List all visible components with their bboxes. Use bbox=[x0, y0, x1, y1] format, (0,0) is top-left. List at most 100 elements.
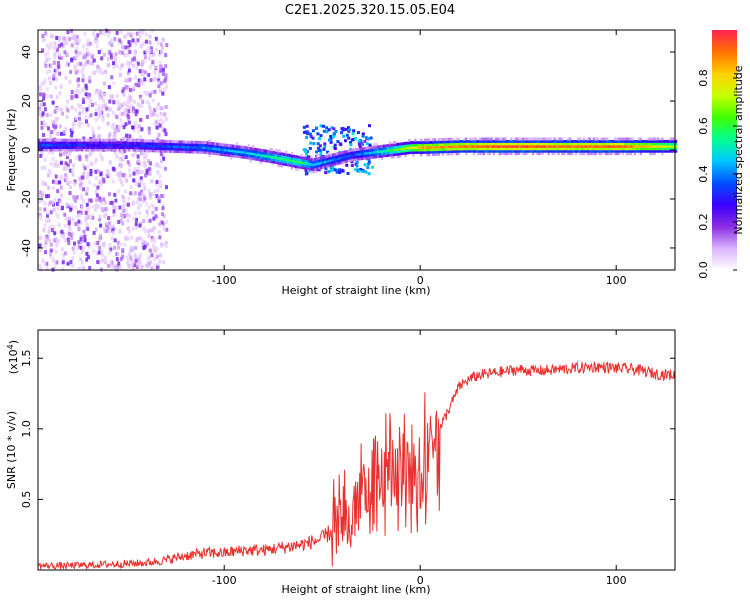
spectrogram-track-cell bbox=[292, 159, 295, 163]
spectrogram-track-cell bbox=[614, 137, 617, 141]
spectrogram-noise-cell bbox=[104, 69, 108, 74]
spectrogram-track-cell bbox=[230, 146, 233, 150]
spectrogram-track-cell bbox=[49, 141, 52, 145]
spectrogram-noise-cell bbox=[127, 202, 131, 207]
spectrogram-track-cell bbox=[461, 144, 464, 148]
spectrogram-noise-cell bbox=[151, 28, 155, 33]
spectrogram-track-cell bbox=[94, 141, 98, 145]
spectrogram-track-cell bbox=[379, 154, 382, 158]
spectrogram-track-cell bbox=[230, 154, 233, 158]
spectrogram-track-cell bbox=[186, 143, 190, 147]
spectrogram-noise-cell bbox=[116, 263, 120, 268]
spectrogram-track-cell bbox=[553, 152, 556, 156]
spectrogram-noise-cell bbox=[158, 52, 162, 57]
spectrogram-track-cell bbox=[494, 147, 497, 151]
spectrogram-track-cell bbox=[422, 148, 425, 152]
spectrogram-noise-cell bbox=[101, 252, 105, 257]
spectrogram-track-cell bbox=[88, 148, 92, 152]
spectrogram-track-cell bbox=[412, 153, 415, 157]
spectrogram-track-cell bbox=[430, 145, 433, 149]
spectrogram-track-cell bbox=[551, 152, 554, 156]
spectrogram-track-cell bbox=[294, 164, 297, 168]
spectrogram-track-cell bbox=[422, 150, 425, 154]
spectrogram-track-cell bbox=[443, 150, 446, 154]
spectrogram-track-cell bbox=[316, 159, 319, 163]
spectrogram-track-cell bbox=[435, 143, 439, 147]
spectrogram-noise-cell bbox=[134, 121, 138, 126]
spectrogram-track-cell bbox=[431, 143, 435, 147]
spectrogram-track-cell bbox=[433, 150, 437, 154]
spectrogram-noise-cell bbox=[41, 258, 45, 263]
spectrogram-noise-cell bbox=[164, 166, 168, 171]
spectrogram-noise-cell bbox=[150, 228, 154, 233]
spectrogram-noise-cell bbox=[49, 161, 53, 166]
spectrogram-track-cell bbox=[208, 153, 211, 157]
spectrogram-track-cell bbox=[308, 160, 311, 164]
spectrogram-track-cell bbox=[486, 144, 490, 148]
spectrogram-noise-cell bbox=[85, 191, 89, 196]
spectrogram-track-cell bbox=[183, 147, 186, 151]
spectrogram-noise-cell bbox=[76, 223, 80, 228]
spectrogram-track-cell bbox=[271, 160, 274, 164]
spectrogram-track-cell bbox=[480, 152, 484, 156]
spectrogram-track-cell bbox=[602, 142, 605, 146]
spectrogram-track-cell bbox=[347, 154, 350, 158]
spectrogram-noise-cell bbox=[148, 49, 152, 54]
spectrogram-noise-cell bbox=[50, 130, 54, 135]
spectrogram-track-cell bbox=[83, 138, 86, 142]
spectrogram-noise-cell bbox=[161, 37, 165, 42]
spectrogram-noise-cell bbox=[160, 220, 164, 225]
spectrogram-track-cell bbox=[226, 151, 229, 155]
spectrogram-track-cell bbox=[279, 149, 282, 153]
spectrogram-track-cell bbox=[663, 144, 666, 148]
spectrogram-track-cell bbox=[496, 149, 499, 153]
spectrogram-track-cell bbox=[224, 143, 227, 147]
spectrogram-track-cell bbox=[249, 156, 252, 160]
spectrogram-track-cell bbox=[600, 152, 603, 156]
spectrogram-track-cell bbox=[88, 141, 92, 145]
spectrogram-track-cell bbox=[288, 158, 292, 162]
spectrogram-track-cell bbox=[655, 139, 658, 143]
spectrogram-noise-cell bbox=[126, 85, 130, 90]
spectrogram-noise-cell bbox=[91, 204, 95, 209]
spectrogram-track-cell bbox=[267, 159, 270, 163]
spectrogram-burst-cell bbox=[328, 138, 332, 142]
spectrogram-noise-cell bbox=[127, 68, 131, 73]
spectrogram-track-cell bbox=[382, 151, 386, 155]
snr-y-axis-label: SNR (10 * v/v) bbox=[5, 411, 18, 489]
spectrogram-track-cell bbox=[661, 139, 664, 143]
spectrogram-track-cell bbox=[545, 147, 548, 151]
spectrogram-track-cell bbox=[426, 150, 429, 154]
spectrogram-noise-cell bbox=[88, 180, 92, 185]
spectrogram-noise-cell bbox=[148, 108, 152, 113]
spectrogram-noise-cell bbox=[66, 261, 70, 266]
spectrogram-track-cell bbox=[384, 149, 388, 153]
spectrogram-track-cell bbox=[420, 146, 423, 150]
spectrogram-track-cell bbox=[153, 142, 156, 146]
spectrogram-track-cell bbox=[526, 139, 529, 143]
spectrogram-noise-cell bbox=[80, 246, 84, 251]
spectrogram-track-cell bbox=[567, 144, 570, 148]
spectrogram-track-cell bbox=[457, 149, 460, 153]
spectrogram-noise-cell bbox=[142, 199, 146, 204]
spectrogram-track-cell bbox=[298, 158, 301, 162]
spectrogram-track-cell bbox=[75, 143, 78, 147]
spectrogram-noise-cell bbox=[142, 240, 146, 245]
spectrogram-track-cell bbox=[627, 147, 631, 151]
spectrogram-track-cell bbox=[59, 143, 62, 147]
spectrogram-noise-cell bbox=[113, 192, 117, 197]
spectrogram-noise-cell bbox=[88, 96, 92, 101]
spectrogram-track-cell bbox=[651, 147, 654, 151]
spectrogram-noise-cell bbox=[58, 55, 62, 60]
spectrogram-noise-cell bbox=[84, 154, 88, 159]
spectrogram-noise-cell bbox=[78, 51, 82, 56]
spectrogram-x-tick-label: 0 bbox=[417, 274, 424, 287]
spectrogram-noise-cell bbox=[159, 117, 163, 122]
spectrogram-noise-cell bbox=[101, 206, 105, 211]
spectrogram-track-cell bbox=[594, 152, 597, 156]
spectrogram-track-cell bbox=[471, 144, 474, 148]
spectrogram-noise-cell bbox=[60, 42, 64, 47]
spectrogram-track-cell bbox=[514, 137, 517, 141]
spectrogram-burst-cell bbox=[349, 143, 353, 147]
spectrogram-track-cell bbox=[584, 147, 588, 151]
